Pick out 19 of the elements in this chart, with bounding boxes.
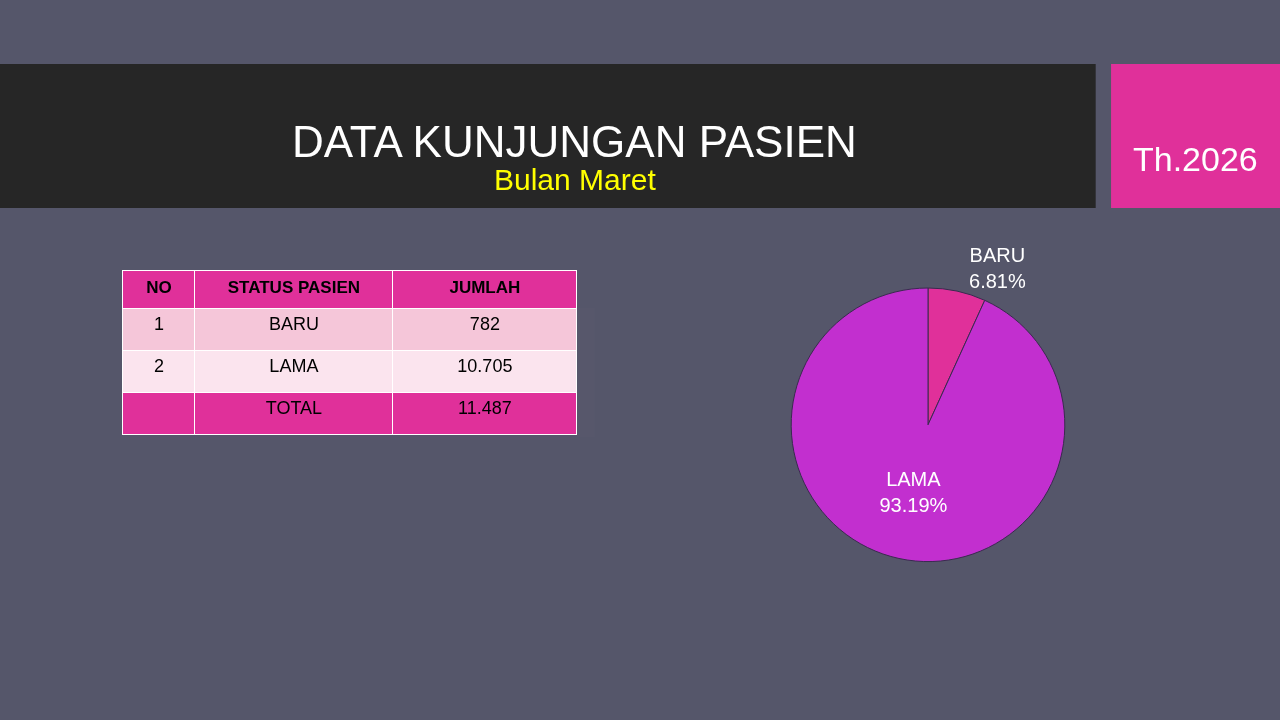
pie-slice xyxy=(790,287,1066,562)
text: 10.705 xyxy=(457,355,513,376)
category-label: LAMA xyxy=(269,355,319,376)
text: 1 xyxy=(153,313,164,334)
category-label: BARU xyxy=(268,313,319,334)
slice-label: LAMA xyxy=(886,467,942,490)
data-label: 6.81% xyxy=(969,270,1026,293)
text: 2 xyxy=(153,355,164,376)
text: TOTAL xyxy=(265,397,323,418)
slice-label: BARU xyxy=(969,244,1026,267)
data-label: 93.19% xyxy=(879,493,948,516)
text: NO xyxy=(146,278,172,297)
text: JUMLAH xyxy=(449,278,521,297)
text: STATUS PASIEN xyxy=(227,278,360,297)
text: 782 xyxy=(469,313,500,334)
text: Th.2026 xyxy=(1133,140,1258,178)
text: 11.487 xyxy=(458,397,512,418)
chart-subtitle: Bulan Maret xyxy=(494,163,657,196)
chart-title: DATA KUNJUNGAN PASIEN xyxy=(292,117,857,166)
